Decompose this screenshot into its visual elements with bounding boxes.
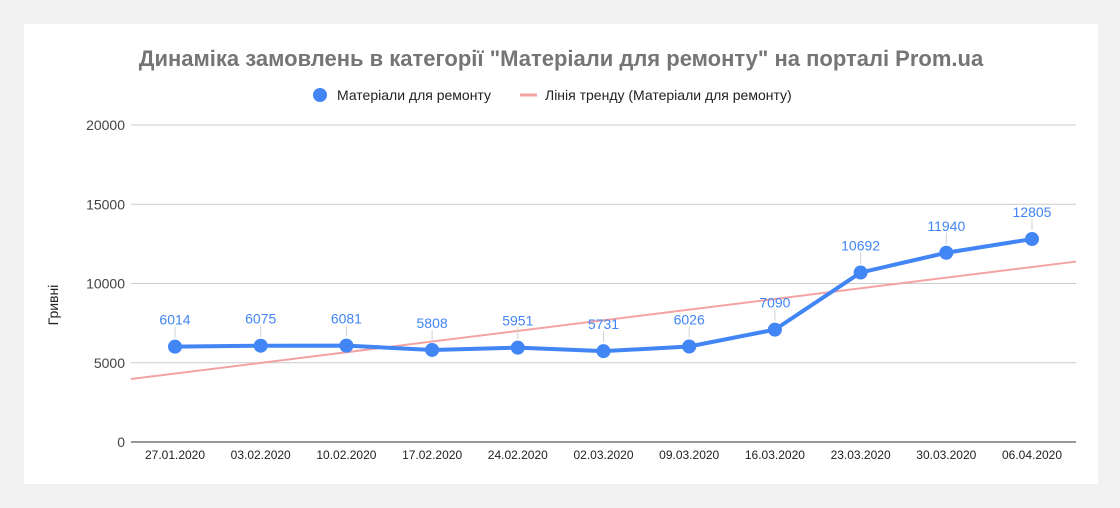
data-point (682, 339, 697, 354)
x-tick-label: 10.02.2020 (316, 448, 376, 462)
chart: Динаміка замовлень в категорії "Матеріал… (45, 46, 1077, 462)
x-tick-label: 09.03.2020 (659, 448, 719, 462)
trendline-path (130, 260, 1077, 380)
data-label: 12805 (1013, 204, 1052, 220)
data-label: 11940 (927, 218, 965, 234)
data-point (510, 340, 525, 355)
x-tick-label: 17.02.2020 (402, 448, 462, 462)
data-point (767, 322, 782, 337)
x-tick-label: 02.03.2020 (573, 448, 633, 462)
y-tick-label: 20000 (86, 117, 125, 133)
data-points (168, 232, 1039, 359)
y-tick-label: 5000 (94, 355, 125, 371)
data-label: 6014 (159, 312, 190, 328)
trendline (130, 260, 1077, 380)
data-point (1025, 232, 1039, 247)
data-label: 10692 (841, 238, 880, 254)
y-axis-label: Гривні (45, 285, 61, 326)
legend-series-label: Матеріали для ремонту (337, 87, 491, 103)
y-tick-label: 10000 (86, 276, 125, 292)
x-axis-ticks: 27.01.2020 03.02.2020 10.02.2020 17.02.2020… (145, 448, 1062, 462)
chart-title: Динаміка замовлень в категорії "Матеріал… (139, 46, 984, 71)
y-axis-ticks: 0 5000 10000 15000 20000 (86, 117, 125, 450)
data-point (425, 342, 440, 357)
y-tick-label: 0 (117, 434, 125, 450)
data-label: 5951 (502, 313, 533, 329)
data-labels: 6014 6075 6081 5808 5951 5731 6026 7090 10692 119… (159, 204, 1052, 343)
legend: Матеріали для ремонту Лінія тренду (Мате… (313, 87, 792, 103)
data-label: 6026 (674, 311, 705, 327)
data-point (339, 338, 354, 353)
x-tick-label: 03.02.2020 (231, 448, 291, 462)
x-tick-label: 06.04.2020 (1002, 448, 1062, 462)
data-label: 5731 (588, 316, 619, 332)
data-point (939, 245, 954, 260)
data-point (596, 344, 611, 359)
data-label: 7090 (759, 295, 790, 311)
x-tick-label: 27.01.2020 (145, 448, 205, 462)
x-tick-label: 30.03.2020 (916, 448, 976, 462)
data-label: 6075 (245, 311, 276, 327)
data-point (253, 338, 268, 353)
legend-series-marker (313, 88, 327, 102)
x-tick-label: 24.02.2020 (488, 448, 548, 462)
gridlines (131, 124, 1076, 443)
x-tick-label: 16.03.2020 (745, 448, 805, 462)
data-label: 6081 (331, 311, 362, 327)
data-point (168, 339, 182, 354)
legend-trend-label: Лінія тренду (Матеріали для ремонту) (545, 87, 792, 103)
data-label: 5808 (417, 315, 448, 331)
chart-card: Динаміка замовлень в категорії "Матеріал… (24, 24, 1098, 484)
data-point (853, 265, 868, 280)
x-tick-label: 23.03.2020 (831, 448, 891, 462)
y-tick-label: 15000 (86, 196, 125, 212)
